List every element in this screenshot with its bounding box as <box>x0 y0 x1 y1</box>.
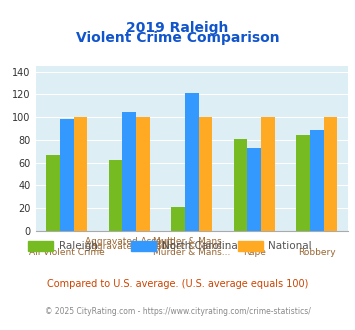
Text: Aggravated Assault: Aggravated Assault <box>85 242 174 251</box>
Text: National: National <box>268 241 312 251</box>
Text: Aggravated Assault: Aggravated Assault <box>85 237 174 246</box>
Text: Violent Crime Comparison: Violent Crime Comparison <box>76 31 279 45</box>
Text: All Violent Crime: All Violent Crime <box>29 248 105 257</box>
Bar <box>185 93 198 231</box>
Text: © 2025 CityRating.com - https://www.cityrating.com/crime-statistics/: © 2025 CityRating.com - https://www.city… <box>45 307 310 316</box>
Text: Murder & Mans...: Murder & Mans... <box>153 242 230 251</box>
Bar <box>171 207 185 231</box>
Bar <box>60 119 73 231</box>
Text: 2019 Raleigh: 2019 Raleigh <box>126 21 229 35</box>
Bar <box>73 117 87 231</box>
Bar <box>296 135 310 231</box>
Text: Murder & Mans...: Murder & Mans... <box>153 248 230 257</box>
Text: Robbery: Robbery <box>298 248 335 257</box>
Bar <box>323 117 337 231</box>
Bar <box>261 117 275 231</box>
Bar <box>247 148 261 231</box>
Bar <box>46 155 60 231</box>
Text: Rape: Rape <box>243 248 266 257</box>
Text: Raleigh: Raleigh <box>59 241 98 251</box>
Bar <box>136 117 150 231</box>
Bar <box>234 139 247 231</box>
Text: Compared to U.S. average. (U.S. average equals 100): Compared to U.S. average. (U.S. average … <box>47 279 308 289</box>
Text: North Carolina: North Carolina <box>162 241 237 251</box>
Text: Murder & Mans...: Murder & Mans... <box>153 237 230 246</box>
Bar <box>122 112 136 231</box>
Bar <box>109 160 122 231</box>
Bar <box>310 130 323 231</box>
Bar <box>198 117 212 231</box>
